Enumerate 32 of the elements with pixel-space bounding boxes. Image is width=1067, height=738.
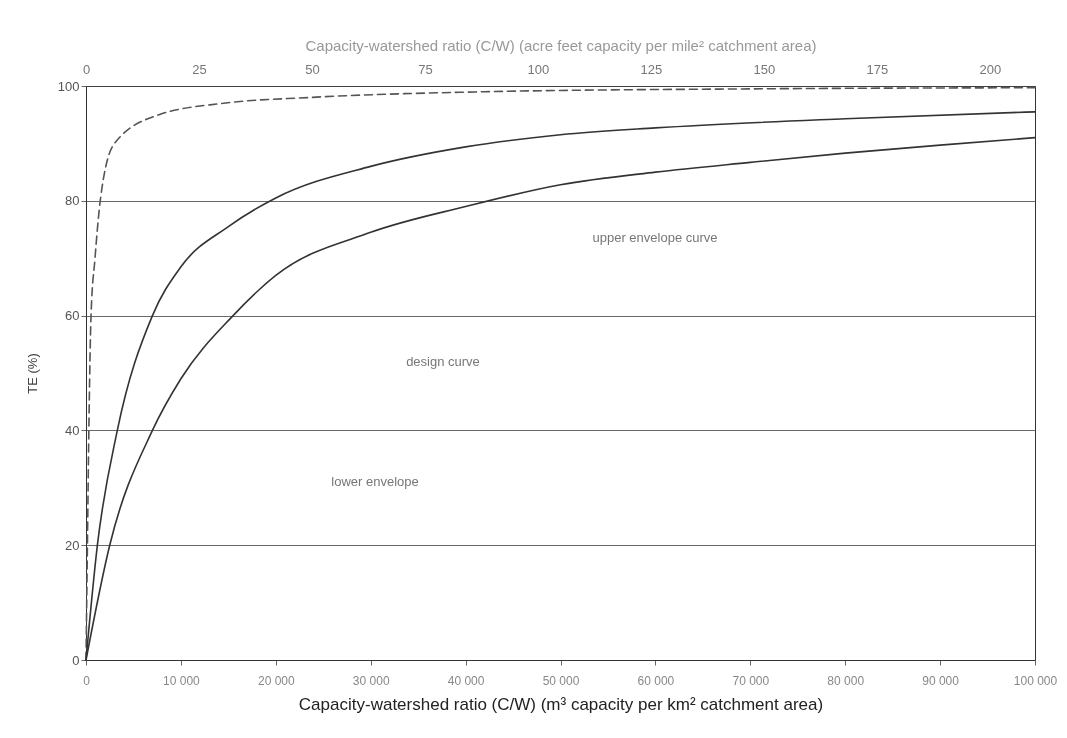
annotation: lower envelope	[331, 474, 419, 489]
y-tick-label: 0	[72, 652, 80, 668]
x-tick-label: 0	[83, 673, 91, 688]
x-axis-title: Capacity-watershed ratio (C/W) (m³ capacity per km² catchment area)	[298, 694, 824, 714]
x-tick-label: 60 000	[637, 673, 675, 688]
y-axis-title: TE (%)	[24, 353, 40, 394]
x-tick-label: 30 000	[352, 673, 390, 688]
x-tick-label: 90 000	[922, 673, 960, 688]
x-tick-label: 20 000	[257, 673, 295, 688]
x-tick-label: 40 000	[447, 673, 485, 688]
x2-tick-label: 50	[305, 61, 320, 77]
y-tick-label: 20	[65, 537, 80, 553]
x-tick-label: 10 000	[163, 673, 201, 688]
y-tick-label: 40	[65, 422, 80, 438]
x2-tick-label: 150	[753, 61, 776, 77]
x2-tick-label: 0	[82, 61, 91, 77]
x2-tick-label: 25	[192, 61, 207, 77]
y-tick-label: 60	[65, 308, 80, 324]
x2-axis-title: Capacity-watershed ratio (C/W) (acre feet capacity per mile² catchment area)	[305, 36, 817, 54]
x2-tick-label: 175	[866, 61, 889, 77]
x-tick-label: 80 000	[827, 673, 865, 688]
x2-tick-label: 200	[979, 61, 1002, 77]
x2-tick-label: 125	[640, 61, 663, 77]
y-tick-label: 80	[65, 193, 80, 209]
x-tick-label: 50 000	[542, 673, 580, 688]
annotation: upper envelope curve	[592, 230, 718, 245]
x-tick-label: 100 000	[1013, 673, 1058, 688]
annotation: design curve	[406, 354, 480, 369]
x2-tick-label: 100	[527, 61, 550, 77]
y-tick-label: 100	[57, 78, 80, 94]
x-tick-label: 70 000	[732, 673, 770, 688]
x2-tick-label: 75	[418, 61, 433, 77]
